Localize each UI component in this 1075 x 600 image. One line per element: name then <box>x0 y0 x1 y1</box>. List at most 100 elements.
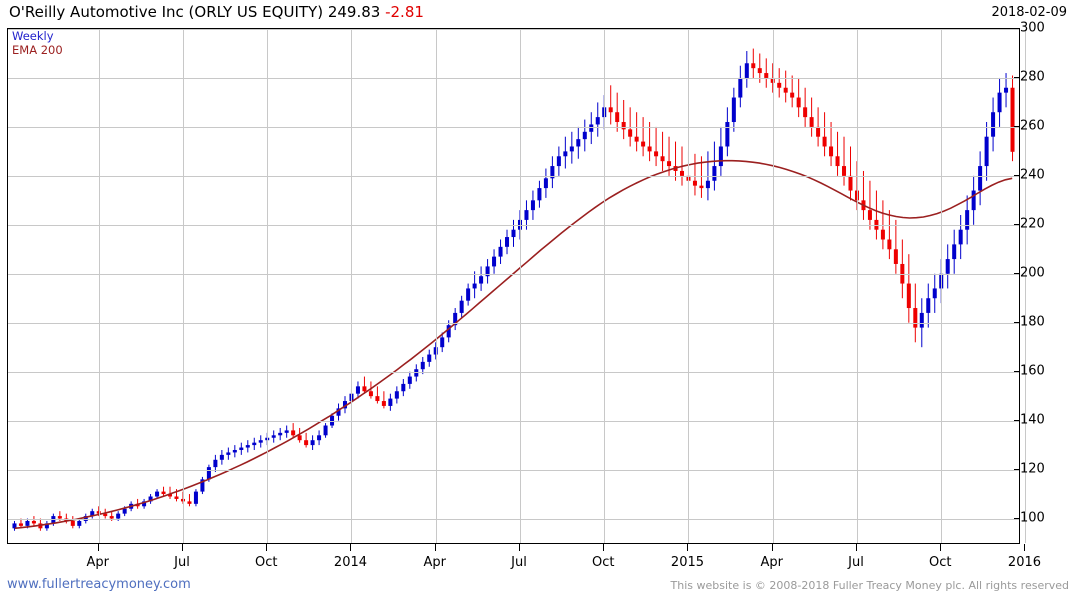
candle-body <box>705 180 710 189</box>
candle-body <box>641 141 646 147</box>
candle-body <box>498 246 503 257</box>
y-axis-tick-mark <box>1014 125 1020 127</box>
y-axis-tick-mark <box>1014 370 1020 372</box>
candle-body <box>226 452 231 455</box>
y-axis-tick-label: 200 <box>1020 265 1045 281</box>
candle-body <box>952 244 957 260</box>
y-axis-tick-mark <box>1014 321 1020 323</box>
gridline-vertical <box>435 29 437 543</box>
as-of-date: 2018-02-09 <box>991 5 1067 20</box>
candle-body <box>291 430 296 436</box>
candle-body <box>582 131 587 140</box>
gridline-horizontal <box>8 126 1019 128</box>
x-axis-tick-mark <box>266 544 268 551</box>
candle-body <box>200 479 205 492</box>
candle-body <box>252 442 257 446</box>
candle-body <box>219 454 224 460</box>
x-axis-tick-mark <box>350 544 352 551</box>
candle-body <box>777 82 782 88</box>
candle-body <box>634 136 639 142</box>
candle-body <box>459 300 464 313</box>
gridline-horizontal <box>8 224 1019 226</box>
price-series-canvas <box>12 48 1015 531</box>
candle-body <box>1004 87 1009 93</box>
candle-body <box>971 190 976 211</box>
candle-body <box>232 449 237 453</box>
candle-body <box>835 156 840 167</box>
candle-body <box>887 239 892 250</box>
ema-200-line <box>14 159 1013 530</box>
candle-body <box>654 151 659 157</box>
x-axis-tick-mark <box>687 544 689 551</box>
candle-body <box>155 491 160 497</box>
gridline-vertical <box>772 29 774 543</box>
candle-body <box>355 386 360 394</box>
candle-body <box>751 63 756 69</box>
candle-body <box>926 298 931 313</box>
gridline-vertical <box>519 29 521 543</box>
x-axis-tick-label: 2016 <box>1007 555 1042 570</box>
x-axis-tick-label: Apr <box>423 555 446 570</box>
candle-body <box>161 491 166 495</box>
candle-body <box>271 435 276 438</box>
candle-body <box>660 156 665 162</box>
x-axis-tick-label: Jul <box>174 555 190 570</box>
candle-body <box>258 440 263 443</box>
gridline-horizontal <box>8 175 1019 177</box>
gridline-horizontal <box>8 77 1019 79</box>
candle-body <box>103 513 108 517</box>
y-axis: 100 120 140 160 180 200 220 240 260 280 300 <box>1014 21 1075 544</box>
gridline-horizontal <box>8 273 1019 275</box>
chart-legend: Weekly EMA 200 <box>12 29 63 57</box>
candle-body <box>64 518 69 521</box>
y-axis-tick-mark <box>1014 419 1020 421</box>
x-axis-tick-mark <box>181 544 183 551</box>
candle-body <box>109 516 114 519</box>
y-axis-tick-label: 180 <box>1020 314 1045 330</box>
candle-body <box>310 440 315 446</box>
x-axis-tick-label: Oct <box>254 555 278 570</box>
candle-body <box>485 266 490 277</box>
candle-body <box>906 283 911 309</box>
candle-body <box>913 308 918 328</box>
candle-body <box>608 107 613 113</box>
candle-body <box>569 146 574 152</box>
x-axis-tick-mark <box>1024 544 1026 551</box>
x-axis-tick-mark <box>603 544 605 551</box>
y-axis-tick-label: 140 <box>1020 412 1045 428</box>
candle-body <box>589 124 594 132</box>
candle-body <box>718 146 723 167</box>
candle-body <box>958 229 963 245</box>
candle-body <box>731 97 736 123</box>
gridline-vertical <box>1025 29 1027 543</box>
gridline-vertical <box>351 29 353 543</box>
x-axis-tick-mark <box>940 544 942 551</box>
site-url[interactable]: www.fullertreacymoney.com <box>7 577 191 592</box>
candle-body <box>945 259 950 274</box>
candle-body <box>842 166 847 176</box>
candle-body <box>628 129 633 137</box>
plot-area: Weekly EMA 200 <box>7 28 1027 544</box>
candle-body <box>479 276 484 284</box>
candle-body <box>725 122 730 147</box>
candle-body <box>1010 87 1015 152</box>
x-axis-tick-mark <box>771 544 773 551</box>
gridline-vertical <box>941 29 943 543</box>
candle-body <box>744 63 749 78</box>
candle-body <box>213 459 218 468</box>
candle-body <box>692 180 697 186</box>
candle-body <box>492 256 497 267</box>
x-axis-tick-label: 2015 <box>670 555 705 570</box>
candle-body <box>420 361 425 370</box>
y-axis-tick-label: 160 <box>1020 363 1045 379</box>
candle-body <box>829 146 834 157</box>
gridline-vertical <box>182 29 184 543</box>
candle-body <box>168 494 173 497</box>
candle-body <box>70 520 75 526</box>
candle-body <box>148 496 153 502</box>
candle-body <box>576 139 581 147</box>
chart-container: Weekly EMA 200 <box>0 26 1075 572</box>
candle-body <box>848 175 853 191</box>
x-axis-tick-label: Apr <box>760 555 783 570</box>
y-axis-tick-mark <box>1014 468 1020 470</box>
